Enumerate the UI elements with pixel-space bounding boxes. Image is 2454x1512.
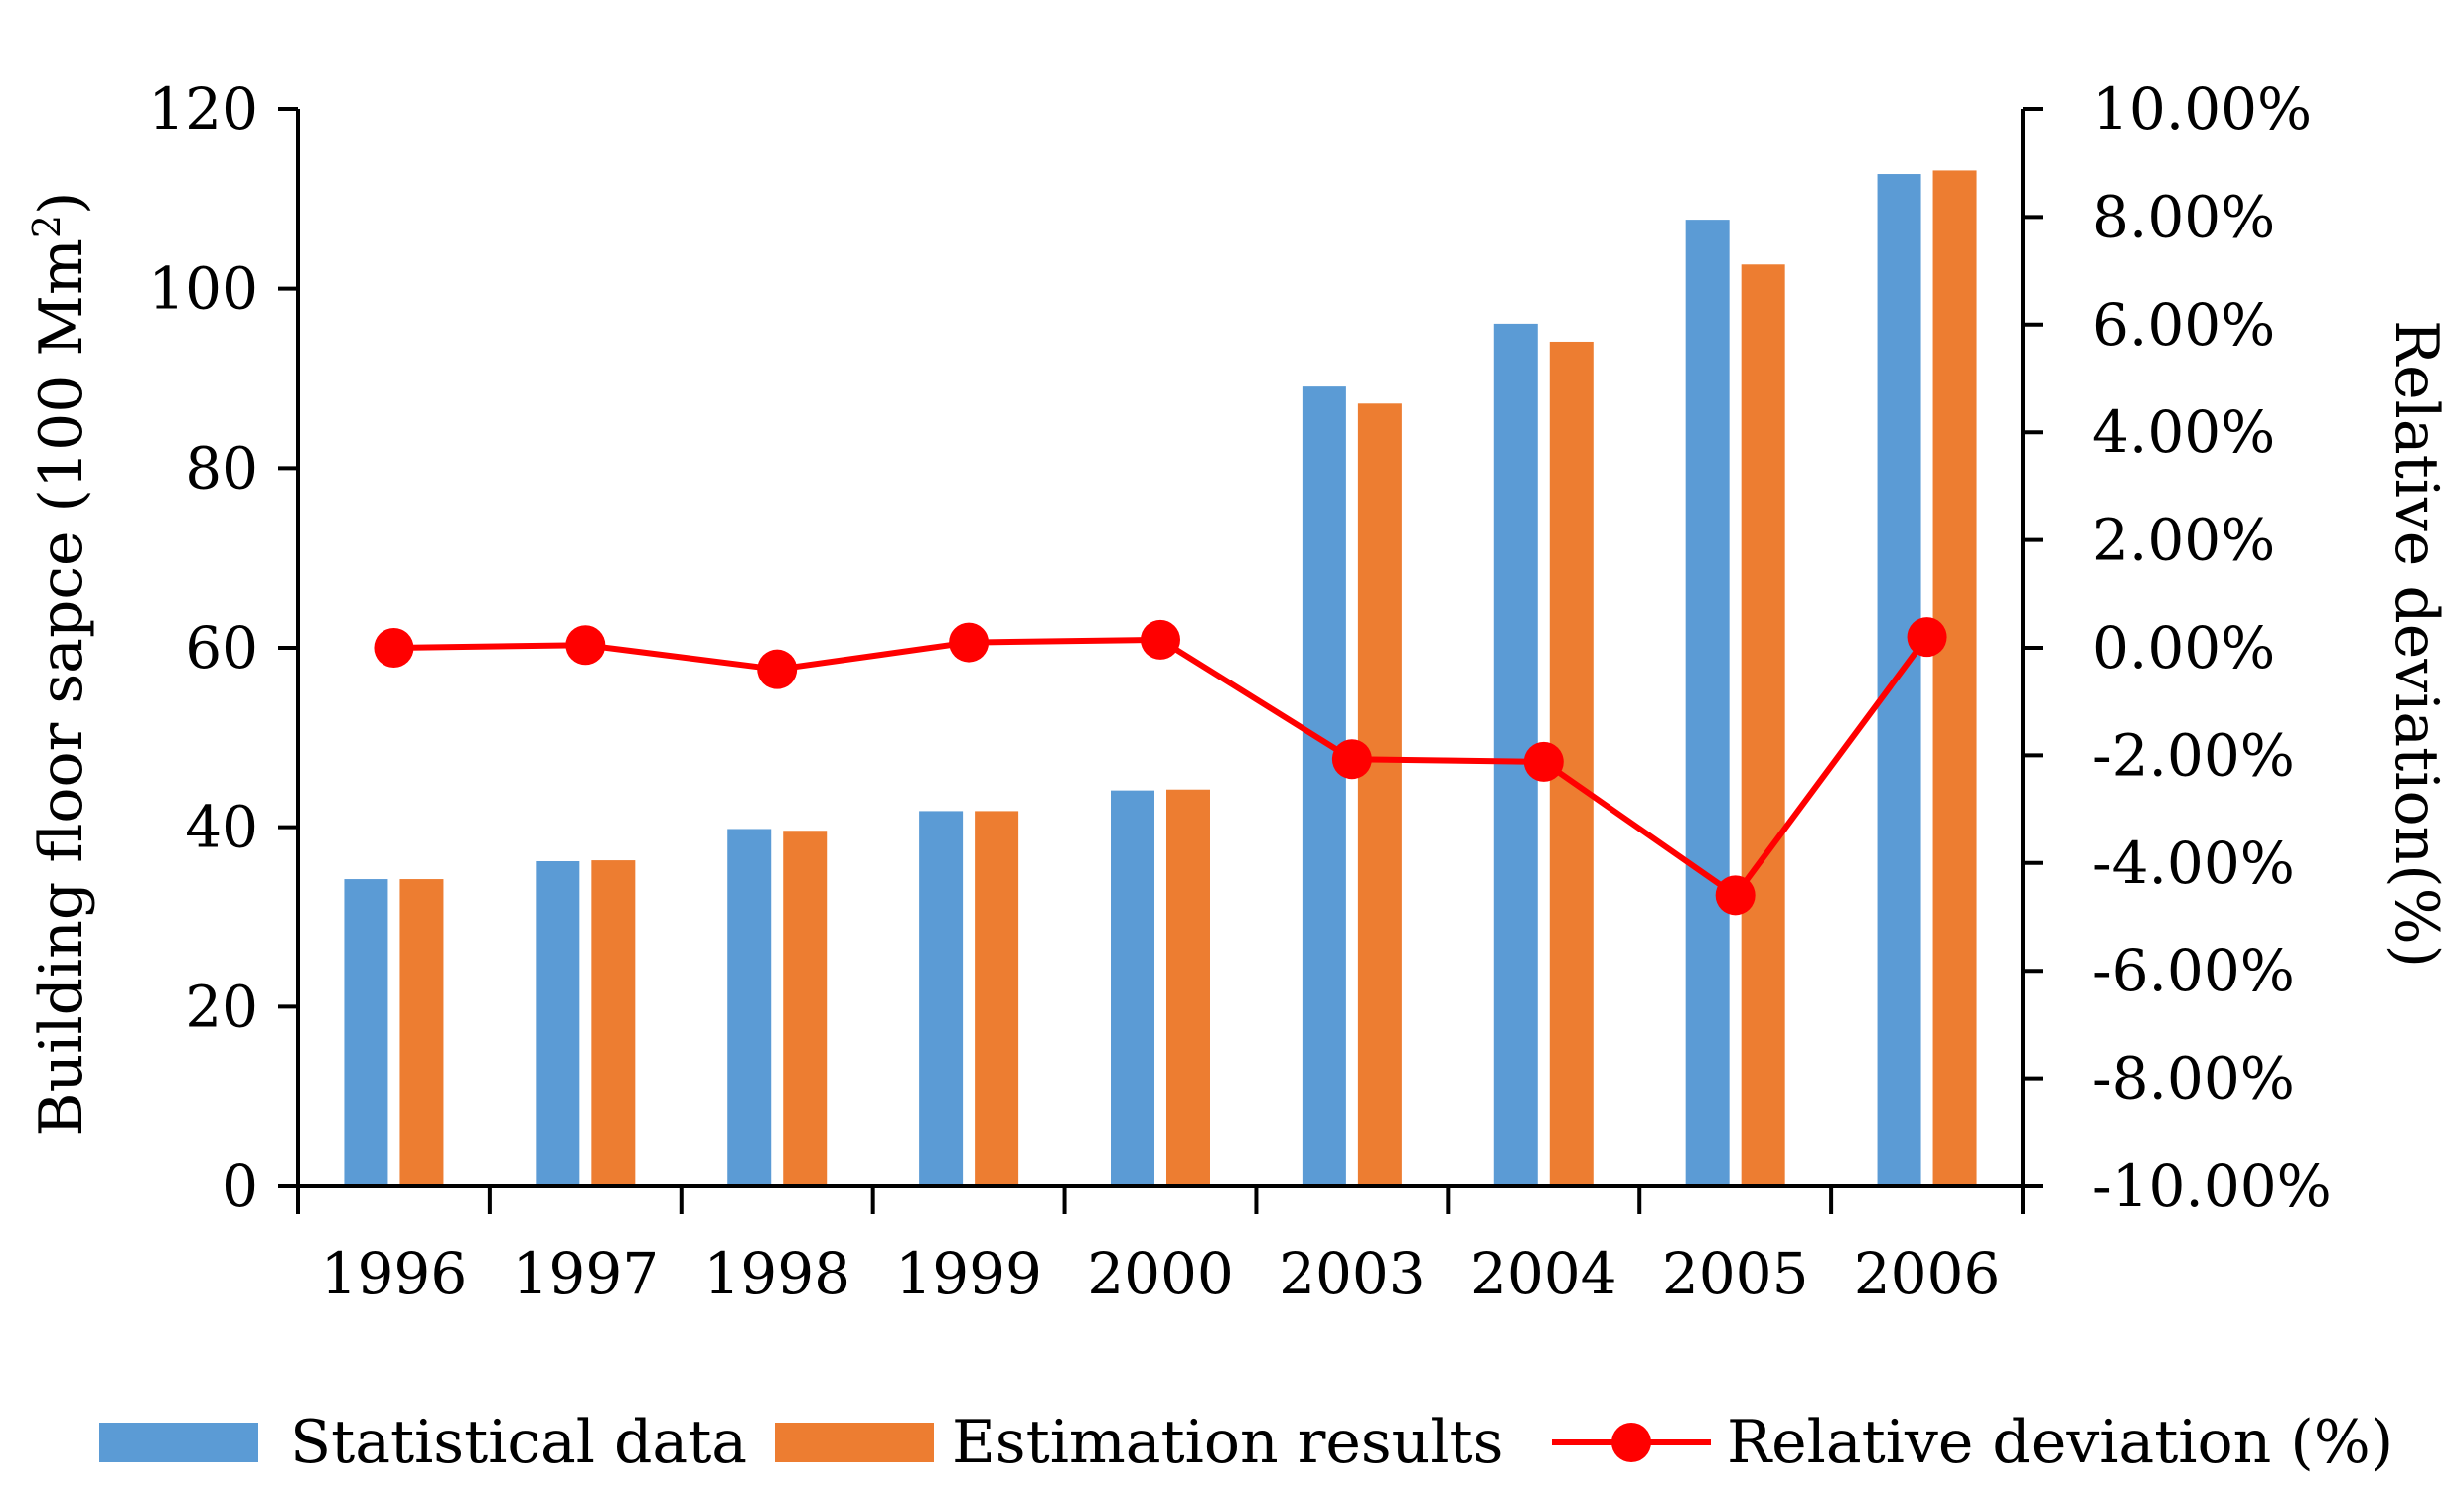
y2-tick-label-6: 2.00% [2092, 507, 2275, 574]
x-tick-label-2006: 2006 [1854, 1240, 2001, 1307]
x-tick-label-2000: 2000 [1087, 1240, 1234, 1307]
y2-tick-label-1: -8.00% [2092, 1045, 2295, 1113]
y-axis-title-close: ) [27, 192, 96, 215]
point-relative-deviation-2006 [1907, 617, 1947, 658]
bar-estimation-results-1996 [399, 879, 444, 1186]
y2-tick-label-8: 6.00% [2092, 291, 2275, 359]
x-tick-label-1996: 1996 [321, 1240, 468, 1307]
bar-statistical-data-1996 [344, 879, 388, 1186]
bar-estimation-results-2000 [1166, 789, 1210, 1186]
y-axis-title-main: Building floor sapce (100 Mm [27, 238, 96, 1135]
bar-estimation-results-1999 [975, 811, 1019, 1186]
bar-estimation-results-1997 [591, 860, 636, 1186]
point-relative-deviation-2005 [1715, 875, 1756, 916]
y2-tick-label-9: 8.00% [2092, 183, 2275, 250]
legend-swatch-estimation-results [775, 1423, 934, 1462]
point-relative-deviation-2000 [1141, 619, 1180, 660]
x-tick-label-1999: 1999 [895, 1240, 1042, 1307]
y-tick-label-40: 40 [185, 794, 258, 861]
x-tick-label-1998: 1998 [703, 1240, 850, 1307]
point-relative-deviation-1999 [949, 622, 990, 663]
y2-tick-label-0: -10.00% [2092, 1152, 2332, 1220]
y-axis-title: Building floor sapce (100 Mm2) [25, 192, 96, 1136]
legend-label-estimation-results: Estimation results [952, 1408, 1503, 1477]
bar-estimation-results-2005 [1741, 264, 1785, 1186]
point-relative-deviation-1997 [565, 625, 606, 666]
x-tick-label-2004: 2004 [1470, 1240, 1617, 1307]
bars-layer [344, 170, 1977, 1187]
bar-statistical-data-2005 [1685, 220, 1730, 1187]
y2-tick-label-4: -2.00% [2092, 721, 2295, 789]
legend: Statistical data Estimation results Rela… [99, 1408, 2393, 1477]
point-relative-deviation-1998 [757, 649, 798, 689]
y-tick-label-120: 120 [148, 76, 258, 143]
legend-marker-relative-deviation [1611, 1423, 1651, 1462]
y2-tick-label-3: -4.00% [2092, 830, 2295, 897]
legend-label-statistical-data: Statistical data [290, 1408, 747, 1477]
y2-tick-label-7: 4.00% [2092, 398, 2275, 466]
bar-statistical-data-1998 [727, 829, 772, 1186]
axes-layer: 0 20 40 60 80 100 120 -10.00% -8.00% -6.00% -4.00%… [148, 76, 2331, 1307]
y-tick-label-20: 20 [185, 973, 258, 1040]
y-tick-label-0: 0 [222, 1152, 258, 1220]
bar-statistical-data-2000 [1111, 790, 1154, 1186]
bar-statistical-data-2006 [1877, 174, 1921, 1187]
y-tick-label-60: 60 [185, 614, 258, 681]
x-tick-label-2003: 2003 [1279, 1240, 1426, 1307]
point-relative-deviation-2003 [1331, 739, 1372, 780]
y-tick-label-100: 100 [148, 255, 258, 323]
bar-statistical-data-2003 [1302, 386, 1346, 1186]
line-layer [374, 617, 1947, 916]
y-axis-title-superscript: 2 [25, 215, 69, 238]
y2-tick-label-2: -6.00% [2092, 937, 2295, 1004]
y-tick-label-80: 80 [185, 434, 258, 502]
x-tick-label-2005: 2005 [1662, 1240, 1809, 1307]
point-relative-deviation-2004 [1523, 741, 1564, 782]
point-relative-deviation-1996 [374, 628, 414, 668]
bar-statistical-data-1999 [919, 811, 964, 1186]
y2-axis-title: Relative deviation(%) [2381, 320, 2451, 968]
bar-estimation-results-1998 [783, 831, 828, 1186]
legend-label-relative-deviation: Relative deviation (%) [1727, 1408, 2393, 1477]
x-tick-label-1997: 1997 [513, 1240, 660, 1307]
y2-tick-label-5: 0.00% [2092, 614, 2275, 681]
bar-estimation-results-2003 [1357, 403, 1402, 1186]
y2-tick-label-10: 10.00% [2092, 76, 2312, 143]
legend-swatch-statistical-data [99, 1423, 258, 1462]
bar-estimation-results-2006 [1932, 170, 1977, 1187]
bar-statistical-data-1997 [536, 860, 580, 1186]
